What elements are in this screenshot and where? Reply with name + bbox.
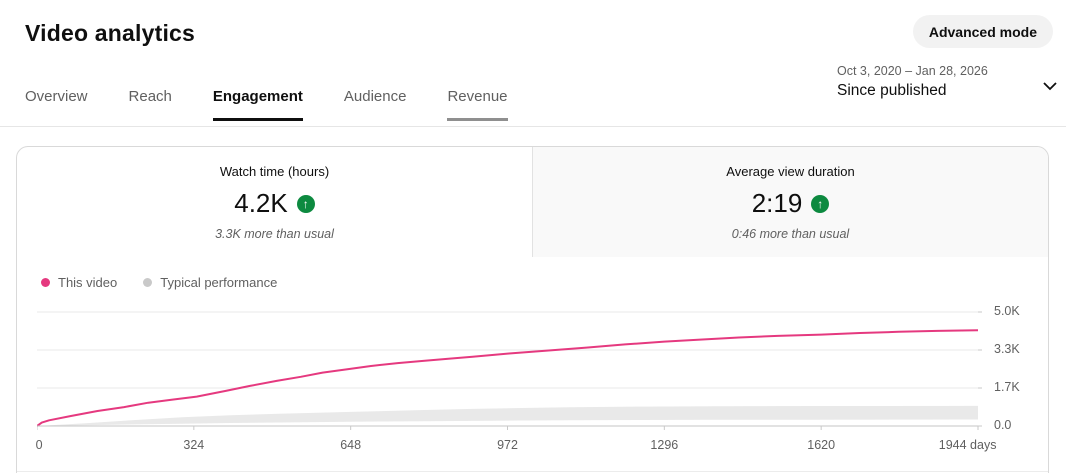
tab-audience[interactable]: Audience <box>344 88 407 121</box>
metric-comparison: 3.3K more than usual <box>215 227 334 241</box>
this-video-dot-icon <box>41 278 50 287</box>
legend-label: This video <box>58 275 118 290</box>
legend-label: Typical performance <box>160 275 278 290</box>
x-axis-label: 324 <box>183 438 205 452</box>
tab-overview[interactable]: Overview <box>25 88 88 121</box>
metric-value: 4.2K <box>234 188 288 218</box>
trend-up-icon: ↑ <box>811 194 830 213</box>
tab-label: Revenue <box>447 88 508 105</box>
analytics-card: Watch time (hours) 4.2K ↑ 3.3K more than… <box>16 146 1049 473</box>
tab-indicator <box>447 118 508 121</box>
tab-label: Engagement <box>212 88 303 105</box>
page-title: Video analytics <box>25 20 196 46</box>
y-axis-label: 0.0 <box>994 418 1012 432</box>
y-axis-label: 3.3K <box>994 342 1020 356</box>
metric-value: 2:19 <box>751 188 803 218</box>
metric-card-avg-view-duration[interactable]: Average view duration 2:19 ↑ 0:46 more t… <box>532 147 1048 257</box>
this-video-line <box>37 329 979 427</box>
chevron-down-icon[interactable] <box>1042 78 1058 96</box>
x-axis-label: 972 <box>497 438 518 452</box>
legend-item-typical-performance: Typical performance <box>143 275 277 290</box>
chart-canvas[interactable] <box>37 303 984 434</box>
date-range-selector[interactable]: Oct 3, 2020 – Jan 28, 2026 Since publish… <box>837 64 1058 100</box>
tab-indicator <box>344 118 407 121</box>
tab-reach[interactable]: Reach <box>129 88 172 121</box>
date-mode-text: Since published <box>837 82 947 99</box>
tab-label: Audience <box>343 88 407 105</box>
metric-title: Average view duration <box>726 164 855 179</box>
analytics-tabs: Overview Reach Engagement Audience Reven… <box>25 88 508 121</box>
legend-item-this-video: This video <box>41 275 117 290</box>
card-section-divider <box>17 471 1048 472</box>
x-axis-label: 1296 <box>650 438 679 452</box>
tab-label: Overview <box>25 88 88 105</box>
watch-time-chart[interactable] <box>37 303 984 434</box>
tab-label: Reach <box>128 88 172 105</box>
y-axis-label: 5.0K <box>994 304 1020 318</box>
metric-title: Watch time (hours) <box>219 164 330 179</box>
tab-engagement[interactable]: Engagement <box>212 88 303 121</box>
x-axis-label: 1620 <box>807 438 836 452</box>
tab-revenue[interactable]: Revenue <box>447 88 508 121</box>
tab-indicator <box>25 118 88 121</box>
metric-comparison: 0:46 more than usual <box>731 227 850 241</box>
metric-tabs: Watch time (hours) 4.2K ↑ 3.3K more than… <box>17 147 1048 257</box>
header-divider <box>0 126 1066 127</box>
tab-indicator <box>212 118 303 121</box>
advanced-mode-button[interactable]: Advanced mode <box>912 15 1053 48</box>
date-range-text: Oct 3, 2020 – Jan 28, 2026 <box>837 64 988 78</box>
chart-legend: This video Typical performance <box>41 275 277 290</box>
x-axis-label: 1944 days <box>938 438 997 452</box>
tab-indicator <box>129 118 172 121</box>
typical-performance-dot-icon <box>143 278 153 287</box>
x-axis-label: 648 <box>340 438 362 452</box>
trend-up-icon: ↑ <box>296 194 315 213</box>
y-axis-label: 1.7K <box>994 379 1020 394</box>
typical-performance-band <box>37 405 978 426</box>
metric-card-watch-time[interactable]: Watch time (hours) 4.2K ↑ 3.3K more than… <box>17 147 532 257</box>
x-axis-label: 0 <box>35 438 43 452</box>
